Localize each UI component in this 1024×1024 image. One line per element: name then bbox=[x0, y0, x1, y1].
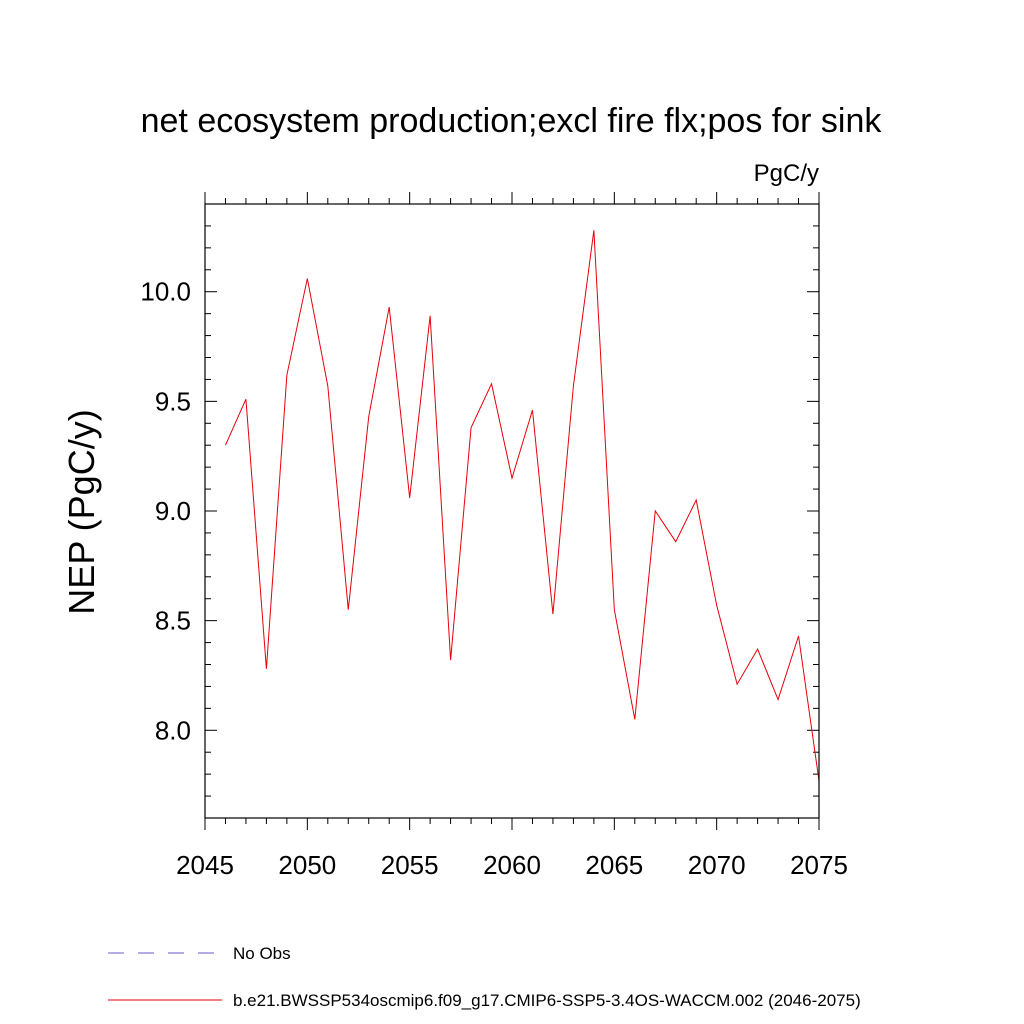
legend-label-no-obs: No Obs bbox=[233, 944, 291, 963]
y-tick-label: 9.5 bbox=[155, 386, 191, 416]
axis-tick-labels: 2045 2050 2055 2060 2065 2070 2075 8.0 8.5 9.0 9.5… bbox=[140, 277, 848, 880]
x-tick-label: 2060 bbox=[483, 850, 541, 880]
y-axis-label: NEP (PgC/y) bbox=[61, 409, 102, 614]
legend: No Obs b.e21.BWSSP534oscmip6.f09_g17.CMI… bbox=[108, 944, 861, 1010]
x-tick-label: 2075 bbox=[790, 850, 848, 880]
x-tick-label: 2070 bbox=[688, 850, 746, 880]
plot-frame bbox=[204, 203, 820, 819]
chart-title: net ecosystem production;excl fire flx;p… bbox=[141, 102, 883, 140]
x-tick-label: 2065 bbox=[585, 850, 643, 880]
y-tick-label: 10.0 bbox=[140, 277, 191, 307]
series-line bbox=[225, 230, 820, 781]
legend-label-model: b.e21.BWSSP534oscmip6.f09_g17.CMIP6-SSP5… bbox=[233, 991, 861, 1010]
units-label: PgC/y bbox=[754, 160, 819, 187]
x-tick-label: 2045 bbox=[176, 850, 234, 880]
series-lines bbox=[225, 230, 820, 781]
x-tick-label: 2050 bbox=[278, 850, 336, 880]
y-tick-label: 8.5 bbox=[155, 606, 191, 636]
y-tick-label: 8.0 bbox=[155, 715, 191, 745]
x-tick-label: 2055 bbox=[381, 850, 439, 880]
axis-ticks bbox=[204, 192, 820, 830]
y-tick-label: 9.0 bbox=[155, 496, 191, 526]
